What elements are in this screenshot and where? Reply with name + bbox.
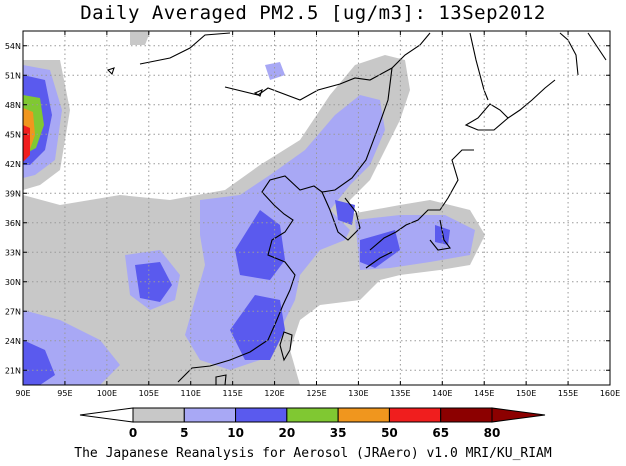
colorbar-label: 5 xyxy=(180,426,188,440)
coastline-lakes xyxy=(106,67,263,97)
map-grid xyxy=(23,31,610,385)
lon-tick-label: 135E xyxy=(390,389,410,398)
coastline-japan xyxy=(365,149,474,269)
pm25-field xyxy=(23,32,485,385)
colorbar-segment xyxy=(235,407,288,423)
colorbar-segment xyxy=(337,407,390,423)
lat-tick-label: 48N xyxy=(5,101,21,110)
coastline-kamchatka xyxy=(559,32,607,76)
colorbar-label: 50 xyxy=(381,426,398,440)
coastline-kurils xyxy=(507,79,556,119)
lat-tick-label: 36N xyxy=(5,219,21,228)
lat-tick-label: 33N xyxy=(5,248,21,257)
lon-tick-label: 90E xyxy=(15,389,30,398)
coastline-korea xyxy=(321,191,361,241)
lat-tick-label: 21N xyxy=(5,366,21,375)
lon-tick-label: 130E xyxy=(348,389,368,398)
colorbar: 0 5 10 20 35 50 65 80 xyxy=(79,407,546,440)
coastline-asia-mainland xyxy=(139,32,431,383)
lat-tick-label: 42N xyxy=(5,160,21,169)
colorbar-label: 65 xyxy=(432,426,449,440)
pm25-band-20-35 xyxy=(360,230,400,268)
lon-tick-label: 95E xyxy=(57,389,72,398)
lon-tick-label: 150E xyxy=(516,389,536,398)
lat-tick-label: 51N xyxy=(5,71,21,80)
pm25-band-5-10 xyxy=(23,245,80,285)
lon-tick-label: 115E xyxy=(222,389,242,398)
lon-tick-label: 155E xyxy=(558,389,578,398)
colorbar-label: 20 xyxy=(279,426,296,440)
lon-tick-label: 105E xyxy=(139,389,159,398)
lon-tick-label: 140E xyxy=(432,389,452,398)
colorbar-label: 35 xyxy=(330,426,347,440)
pm25-band-20-35 xyxy=(335,200,355,225)
lon-tick-label: 160E xyxy=(600,389,620,398)
colorbar-under-triangle xyxy=(79,407,134,423)
colorbar-segment xyxy=(388,407,442,423)
colorbar-label: 10 xyxy=(227,426,244,440)
map-title: Daily Averaged PM2.5 [ug/m3]: 13Sep2012 xyxy=(80,2,546,24)
lon-tick-label: 100E xyxy=(97,389,117,398)
colorbar-segment xyxy=(286,407,339,423)
coastline-hokkaido xyxy=(464,103,509,131)
coastline-sakhalin xyxy=(469,32,489,101)
lat-tick-label: 30N xyxy=(5,278,21,287)
axis-ticks: 90E 95E 100E 105E 110E 115E 120E 125E 130E 135E 14… xyxy=(5,31,620,398)
colorbar-label: 0 xyxy=(129,426,137,440)
colorbar-segment xyxy=(183,407,237,423)
lon-tick-label: 125E xyxy=(306,389,326,398)
lat-tick-label: 54N xyxy=(5,42,21,51)
lat-tick-label: 45N xyxy=(5,130,21,139)
colorbar-segment xyxy=(132,407,185,423)
lat-tick-label: 39N xyxy=(5,189,21,198)
coastline-hainan xyxy=(215,374,227,385)
pm25-band-20-35 xyxy=(23,340,55,385)
coastlines xyxy=(106,32,607,385)
pm25-band-5-10 xyxy=(130,32,150,45)
lon-tick-label: 145E xyxy=(474,389,494,398)
colorbar-over-triangle xyxy=(491,407,546,423)
pm25-band-20-35 xyxy=(235,210,285,280)
colorbar-label: 80 xyxy=(484,426,501,440)
colorbar-segment xyxy=(440,407,493,423)
lon-tick-label: 120E xyxy=(264,389,284,398)
coastline-taiwan xyxy=(279,331,293,362)
lon-tick-label: 110E xyxy=(181,389,201,398)
lat-tick-label: 24N xyxy=(5,337,21,346)
lat-tick-label: 27N xyxy=(5,307,21,316)
footer-credit: The Japanese Reanalysis for Aerosol (JRA… xyxy=(74,446,552,461)
